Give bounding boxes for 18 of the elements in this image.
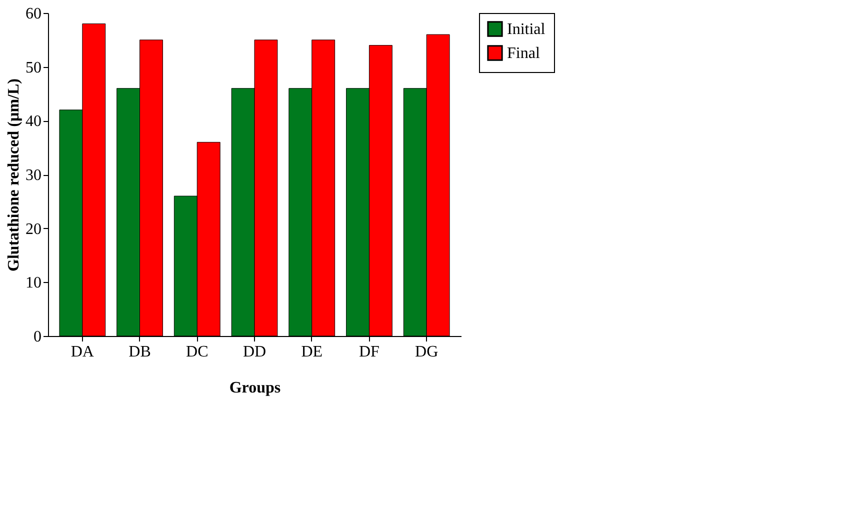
legend-label: Final [507, 45, 540, 62]
x-tick-label: DF [358, 344, 380, 360]
x-tick-label: DE [301, 344, 323, 360]
y-tick-label: 20 [26, 220, 42, 238]
y-tick-label: 10 [26, 274, 42, 292]
x-tick-label: DA [70, 344, 94, 360]
x-tick-label: DD [242, 344, 266, 360]
y-axis-title: Glutathione reduced (µm/L) [6, 78, 22, 272]
x-axis-title: Groups [229, 380, 281, 396]
x-tick-label: DG [415, 344, 439, 360]
legend-label: Initial [507, 21, 546, 38]
x-tick-label: DB [128, 344, 151, 360]
y-tick-label: 30 [26, 167, 42, 184]
y-tick-label: 0 [34, 328, 42, 346]
x-tick-label: DC [186, 344, 208, 360]
y-tick-label: 40 [26, 113, 42, 130]
y-tick-label: 50 [26, 59, 42, 76]
y-tick-label: 60 [26, 6, 42, 22]
